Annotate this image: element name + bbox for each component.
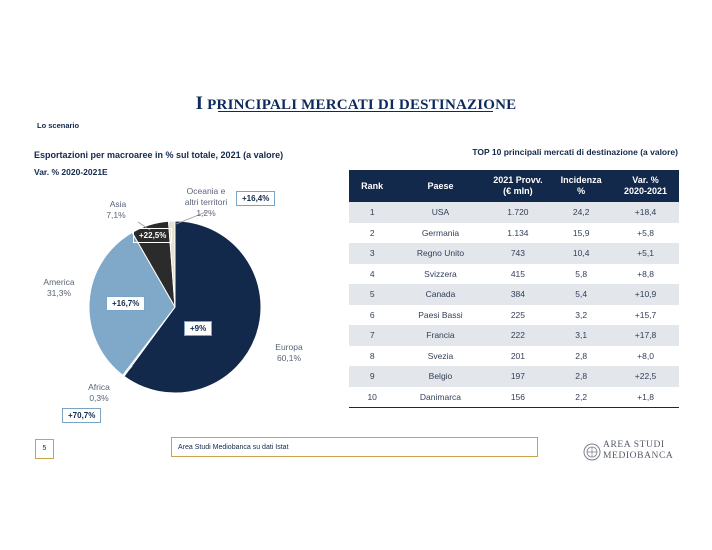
paese-cell: Paesi Bassi xyxy=(418,309,463,320)
paese-cell: USA xyxy=(395,202,486,223)
valore-cell: 156 xyxy=(485,386,551,408)
europa-label-name: Europa xyxy=(275,342,303,352)
top10-table: Rank Paese 2021 Provv. (€ mln) Incidenza%… xyxy=(349,170,679,408)
rank-cell: 6 xyxy=(369,309,375,320)
title-underline xyxy=(218,111,493,112)
col-var: Var. % 2020-2021 xyxy=(612,170,679,202)
rank-cell: 4 xyxy=(369,268,375,279)
paese-cell: Danimarca xyxy=(395,386,486,408)
var-cell: +22,5 xyxy=(612,366,679,387)
paese-cell: Svezia xyxy=(427,350,454,361)
col-valore: 2021 Provv. (€ mln) xyxy=(485,170,551,202)
section-label: Lo scenario xyxy=(37,121,80,130)
var-cell: +18,4 xyxy=(612,202,679,223)
oceania-label-line1: Oceania e xyxy=(187,186,226,196)
valore-cell: 197 xyxy=(485,366,551,387)
asia-change-badge: +22,5% xyxy=(133,228,173,243)
asia-label-name: Asia xyxy=(110,199,127,209)
table-row: 6 Paesi Bassi 225 3,2 +15,7 xyxy=(349,305,679,326)
incidenza-cell: 15,9 xyxy=(572,227,590,238)
paese-cell: Francia xyxy=(395,325,486,346)
oceania-leader-line xyxy=(175,211,207,225)
valore-cell: 743 xyxy=(485,243,551,264)
valore-cell: 384 xyxy=(485,284,551,305)
rank-cell: 2 xyxy=(369,227,375,238)
col-rank: Rank xyxy=(349,170,396,202)
incidenza-cell: 10,4 xyxy=(550,243,613,264)
valore-cell: 201 xyxy=(510,350,525,361)
table-row: 5 Canada 384 5,4 +10,9 xyxy=(349,284,679,305)
chart-title: Esportazioni per macroaree in % sul tota… xyxy=(34,150,284,160)
logo-text: AREA STUDI MEDIOBANCA xyxy=(603,440,674,461)
source-note: Area Studi Mediobanca su dati Istat xyxy=(171,437,538,457)
rank-cell: 10 xyxy=(349,386,396,408)
africa-label-value: 0,3% xyxy=(89,393,109,403)
table-row: 7 Francia 222 3,1 +17,8 xyxy=(349,325,679,346)
incidenza-cell: 2,8 xyxy=(550,366,613,387)
rank-cell: 3 xyxy=(349,243,396,264)
table-row: 9 Belgio 197 2,8 +22,5 xyxy=(349,366,679,387)
incidenza-cell: 24,2 xyxy=(550,202,613,223)
table-row: 10 Danimarca 156 2,2 +1,8 xyxy=(349,386,679,408)
table-row: 4 Svizzera 415 5,8 +8,8 xyxy=(349,264,679,285)
table-title: TOP 10 principali mercati di destinazion… xyxy=(472,147,678,157)
africa-leader-line xyxy=(120,365,133,379)
rank-cell: 9 xyxy=(349,366,396,387)
valore-cell: 1.134 xyxy=(507,227,529,238)
oceania-label-line2: altri territori xyxy=(185,197,228,207)
mediobanca-seal-icon xyxy=(583,443,601,461)
incidenza-cell: 5,4 xyxy=(550,284,613,305)
table-row: 3 Regno Unito 743 10,4 +5,1 xyxy=(349,243,679,264)
incidenza-cell: 3,2 xyxy=(575,309,588,320)
table-row: 8 Svezia 201 2,8 +8,0 xyxy=(349,346,679,367)
africa-change-badge: +70,7% xyxy=(62,408,102,423)
pie-slice-europa xyxy=(123,220,262,394)
chart-subtitle: Var. % 2020-2021E xyxy=(34,167,108,177)
var-cell: +5,1 xyxy=(612,243,679,264)
rank-cell: 7 xyxy=(349,325,396,346)
table-row: 2 Germania 1.134 15,9 +5,8 xyxy=(349,223,679,244)
incidenza-cell: 2,8 xyxy=(575,350,588,361)
col-paese: Paese xyxy=(395,170,486,202)
paese-cell: Belgio xyxy=(395,366,486,387)
europa-label-value: 60,1% xyxy=(277,353,302,363)
africa-label-name: Africa xyxy=(88,382,110,392)
rank-cell: 8 xyxy=(369,350,375,361)
paese-cell: Regno Unito xyxy=(395,243,486,264)
rank-cell: 5 xyxy=(349,284,396,305)
valore-cell: 225 xyxy=(510,309,525,320)
var-cell: +1,8 xyxy=(612,386,679,408)
col-incidenza: Incidenza% xyxy=(550,170,613,202)
america-change-badge: +16,7% xyxy=(106,296,146,311)
var-cell: +8,8 xyxy=(637,268,654,279)
america-label-name: America xyxy=(43,277,74,287)
valore-cell: 222 xyxy=(485,325,551,346)
mediobanca-logo: AREA STUDI MEDIOBANCA xyxy=(583,440,683,464)
table-row: 1 USA 1.720 24,2 +18,4 xyxy=(349,202,679,223)
oceania-label-value: 1,2% xyxy=(196,208,216,218)
paese-cell: Germania xyxy=(421,227,460,238)
incidenza-cell: 5,8 xyxy=(575,268,588,279)
var-cell: +8,0 xyxy=(637,350,654,361)
var-cell: +10,9 xyxy=(612,284,679,305)
asia-label-value: 7,1% xyxy=(106,210,126,220)
valore-cell: 1.720 xyxy=(485,202,551,223)
table-header-row: Rank Paese 2021 Provv. (€ mln) Incidenza%… xyxy=(349,170,679,202)
page-title: I PRINCIPALI MERCATI DI DESTINAZIONE xyxy=(195,93,517,114)
valore-cell: 415 xyxy=(510,268,525,279)
var-cell: +17,8 xyxy=(612,325,679,346)
var-cell: +5,8 xyxy=(637,227,654,238)
paese-cell: Canada xyxy=(395,284,486,305)
var-cell: +15,7 xyxy=(634,309,657,320)
incidenza-cell: 3,1 xyxy=(550,325,613,346)
america-label-value: 31,3% xyxy=(47,288,72,298)
oceania-change-badge: +16,4% xyxy=(236,191,276,206)
incidenza-cell: 2,2 xyxy=(550,386,613,408)
page-number: 5 xyxy=(35,439,54,459)
europa-change-badge: +9% xyxy=(184,321,213,336)
rank-cell: 1 xyxy=(349,202,396,223)
paese-cell: Svizzera xyxy=(424,268,457,279)
